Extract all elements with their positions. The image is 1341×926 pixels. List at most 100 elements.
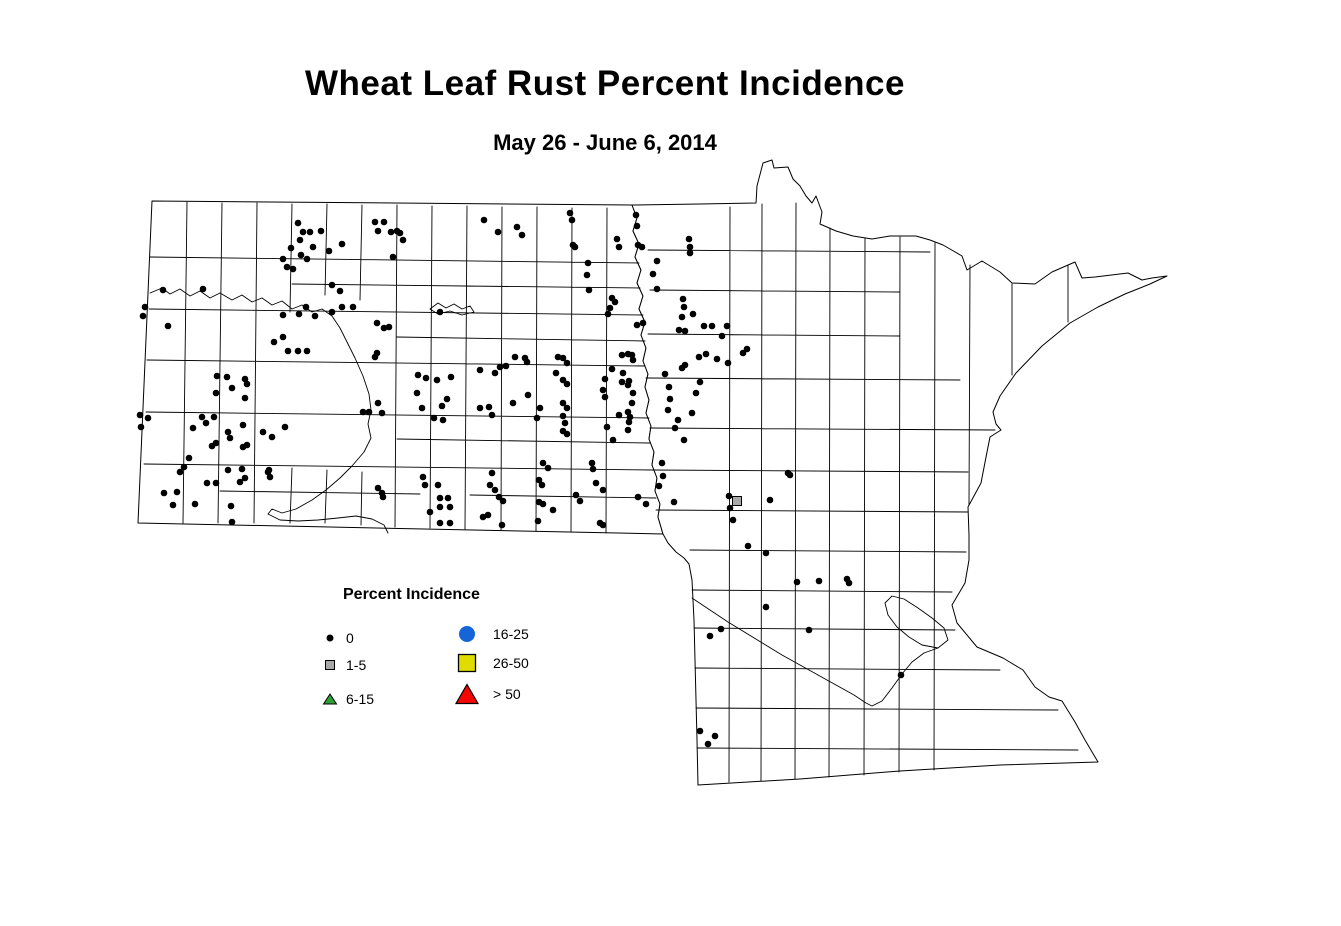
incidence-0-marker	[692, 389, 700, 397]
incidence-0-marker	[227, 502, 235, 510]
incidence-0-marker	[549, 506, 557, 514]
incidence-0-marker	[379, 493, 387, 501]
incidence-0-marker	[670, 498, 678, 506]
incidence-0-marker	[536, 404, 544, 412]
incidence-0-marker	[296, 236, 304, 244]
incidence-0-marker	[169, 501, 177, 509]
incidence-0-marker	[371, 353, 379, 361]
incidence-0-marker	[805, 626, 813, 634]
incidence-0-marker	[566, 209, 574, 217]
incidence-0-marker	[136, 411, 144, 419]
incidence-0-marker	[189, 424, 197, 432]
incidence-0-marker	[559, 376, 567, 384]
incidence-0-marker	[599, 386, 607, 394]
circle-blue-icon	[453, 623, 481, 645]
incidence-0-marker	[436, 519, 444, 527]
incidence-0-marker	[238, 465, 246, 473]
incidence-0-marker	[685, 235, 693, 243]
incidence-0-marker	[571, 243, 579, 251]
incidence-0-marker	[539, 459, 547, 467]
incidence-0-marker	[494, 228, 502, 236]
legend-label: 1-5	[346, 657, 367, 673]
incidence-0-marker	[655, 482, 663, 490]
incidence-0-marker	[228, 384, 236, 392]
incidence-0-marker	[241, 375, 249, 383]
incidence-0-marker	[686, 249, 694, 257]
incidence-0-marker	[264, 468, 272, 476]
incidence-0-marker	[601, 393, 609, 401]
incidence-0-marker	[338, 240, 346, 248]
incidence-0-marker	[446, 519, 454, 527]
incidence-0-marker	[624, 426, 632, 434]
incidence-0-marker	[786, 471, 794, 479]
incidence-0-marker	[302, 303, 310, 311]
incidence-0-marker	[538, 481, 546, 489]
incidence-0-marker	[563, 380, 571, 388]
incidence-0-marker	[191, 500, 199, 508]
incidence-0-marker	[389, 253, 397, 261]
incidence-0-marker	[568, 216, 576, 224]
page-title: Wheat Leaf Rust Percent Incidence	[305, 64, 905, 103]
incidence-0-marker	[653, 257, 661, 265]
incidence-0-marker	[419, 473, 427, 481]
incidence-0-marker	[724, 359, 732, 367]
incidence-0-marker	[633, 222, 641, 230]
incidence-0-marker	[639, 319, 647, 327]
incidence-0-marker	[762, 603, 770, 611]
incidence-0-marker	[270, 338, 278, 346]
incidence-0-marker	[284, 347, 292, 355]
incidence-0-marker	[436, 494, 444, 502]
incidence-0-marker	[306, 228, 314, 236]
incidence-0-marker	[297, 251, 305, 259]
incidence-0-marker	[723, 322, 731, 330]
incidence-0-marker	[239, 421, 247, 429]
incidence-0-marker	[696, 378, 704, 386]
incidence-0-marker	[266, 473, 274, 481]
incidence-0-marker	[625, 418, 633, 426]
incidence-0-marker	[689, 310, 697, 318]
incidence-0-marker	[374, 399, 382, 407]
incidence-0-marker	[374, 484, 382, 492]
incidence-0-marker	[413, 389, 421, 397]
incidence-0-marker	[762, 549, 770, 557]
incidence-0-marker	[338, 303, 346, 311]
legend-label: 0	[346, 630, 354, 646]
incidence-0-marker	[559, 412, 567, 420]
incidence-0-marker	[311, 312, 319, 320]
incidence-0-marker	[176, 468, 184, 476]
incidence-0-marker	[365, 408, 373, 416]
incidence-0-marker	[294, 347, 302, 355]
incidence-0-marker	[213, 372, 221, 380]
incidence-0-marker	[495, 493, 503, 501]
incidence-0-marker	[561, 419, 569, 427]
incidence-0-marker	[589, 465, 597, 473]
incidence-0-marker	[502, 362, 510, 370]
incidence-0-marker	[484, 511, 492, 519]
incidence-0-marker	[563, 359, 571, 367]
incidence-0-marker	[675, 326, 683, 334]
incidence-0-marker	[534, 517, 542, 525]
incidence-0-marker	[303, 255, 311, 263]
legend-item-1-5: 1-5	[320, 653, 366, 677]
incidence-0-marker	[283, 263, 291, 271]
incidence-0-marker	[243, 380, 251, 388]
incidence-0-marker	[524, 391, 532, 399]
incidence-0-marker	[624, 381, 632, 389]
incidence-0-marker	[488, 411, 496, 419]
square-small-gray-icon	[320, 658, 340, 672]
incidence-0-marker	[554, 353, 562, 361]
incidence-0-marker	[491, 486, 499, 494]
incidence-0-marker	[585, 286, 593, 294]
incidence-0-marker	[385, 323, 393, 331]
incidence-0-marker	[491, 369, 499, 377]
incidence-0-marker	[173, 488, 181, 496]
incidence-0-marker	[289, 265, 297, 273]
incidence-0-marker	[268, 433, 276, 441]
incidence-0-marker	[609, 436, 617, 444]
incidence-0-marker	[396, 229, 404, 237]
marker-layer	[136, 209, 905, 748]
incidence-0-marker	[488, 469, 496, 477]
incidence-0-marker	[603, 423, 611, 431]
incidence-0-marker	[349, 303, 357, 311]
incidence-0-marker	[523, 358, 531, 366]
